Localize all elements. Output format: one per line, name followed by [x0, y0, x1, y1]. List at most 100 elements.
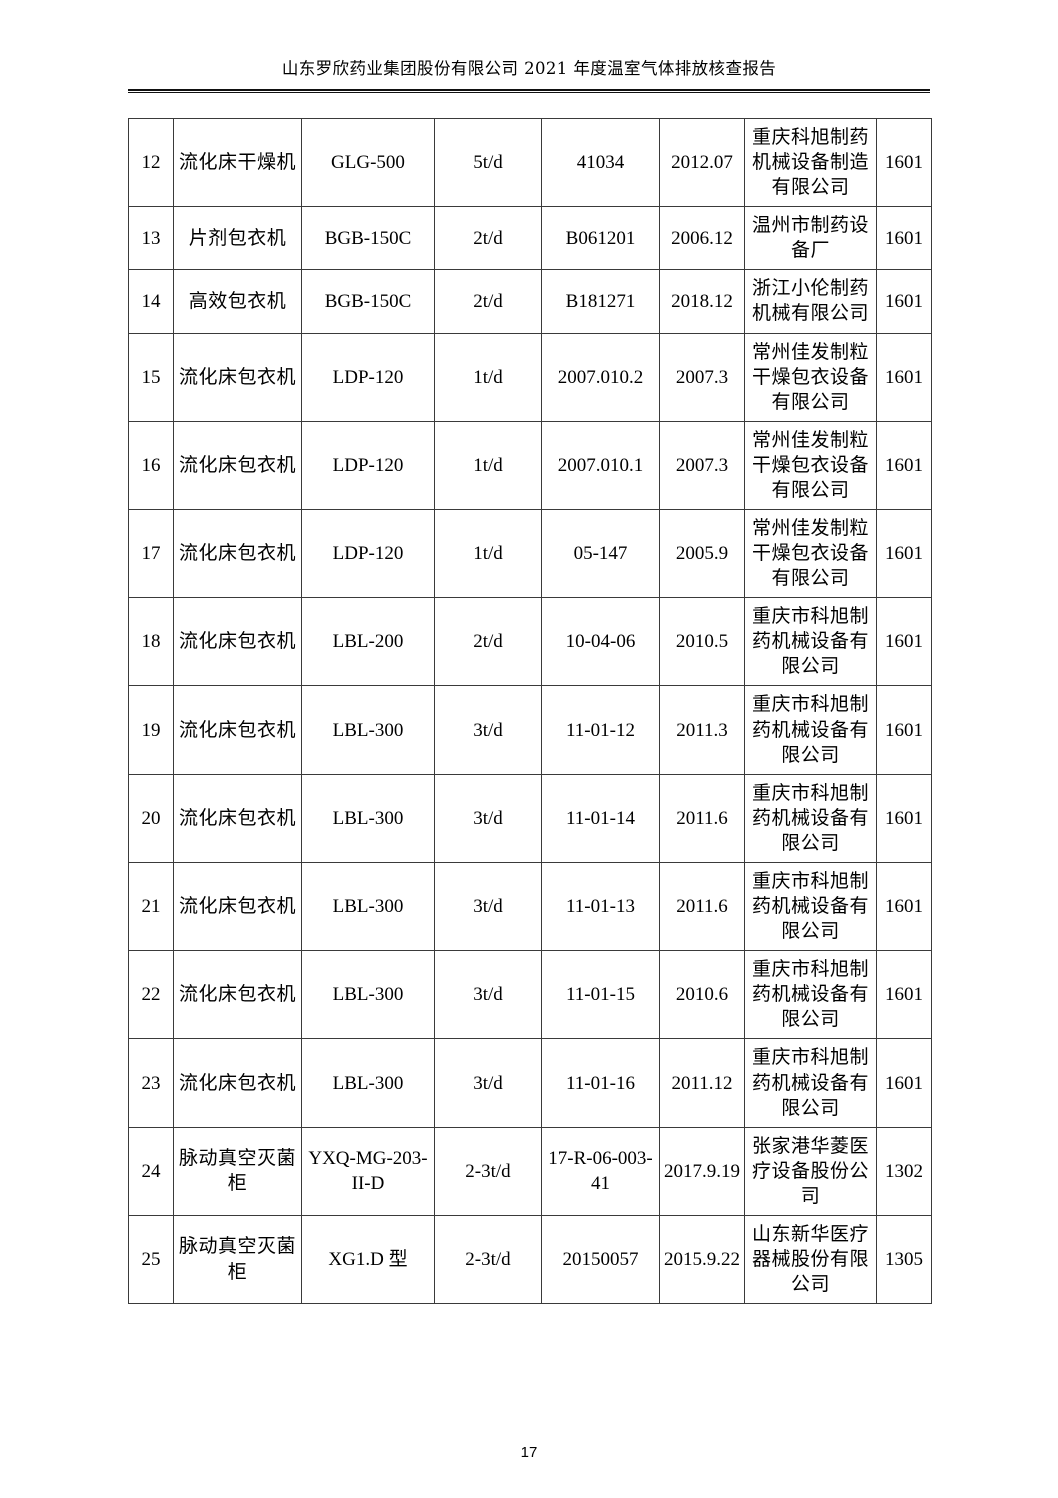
cell-model: LDP-120	[301, 420, 435, 511]
cell-serial: 20150057	[541, 1214, 660, 1305]
cell-serial: 2007.010.1	[541, 420, 660, 511]
cell-name: 流化床包衣机	[173, 773, 302, 863]
cell-name: 流化床包衣机	[173, 685, 302, 775]
cell-model: LBL-300	[301, 773, 435, 863]
cell-maker: 常州佳发制粒干燥包衣设备有限公司	[744, 332, 877, 422]
cell-code: 1601	[876, 861, 932, 952]
cell-date: 2005.9	[659, 509, 745, 599]
cell-serial: 11-01-12	[541, 685, 660, 775]
cell-date: 2018.12	[659, 269, 745, 334]
cell-code: 1601	[876, 117, 932, 208]
page-number: 17	[520, 1444, 538, 1461]
cell-date: 2011.3	[659, 685, 745, 775]
cell-serial: B181271	[541, 269, 660, 334]
cell-no: 13	[128, 206, 174, 271]
cell-name: 流化床包衣机	[173, 861, 302, 952]
cell-maker: 重庆市科旭制药机械设备有限公司	[744, 597, 877, 687]
cell-name: 流化床包衣机	[173, 597, 302, 687]
cell-maker: 重庆市科旭制药机械设备有限公司	[744, 1038, 877, 1128]
cell-name: 流化床包衣机	[173, 509, 302, 599]
cell-no: 24	[128, 1126, 174, 1216]
cell-cap: 3t/d	[434, 950, 542, 1040]
table-row: 16 流化床包衣机 LDP-120 1t/d 2007.010.1 2007.3 常州佳发制…	[128, 420, 932, 511]
equipment-table-body: 12 流化床干燥机 GLG-500 5t/d 41034 2012.07 重庆科旭制药机械设…	[128, 117, 932, 1305]
cell-maker: 重庆市科旭制药机械设备有限公司	[744, 950, 877, 1040]
cell-code: 1601	[876, 206, 932, 271]
cell-name: 片剂包衣机	[173, 206, 302, 271]
table-row: 18 流化床包衣机 LBL-200 2t/d 10-04-06 2010.5 重庆市科旭制药…	[128, 597, 932, 687]
cell-cap: 2t/d	[434, 206, 542, 271]
cell-maker: 浙江小伦制药机械有限公司	[744, 269, 877, 334]
cell-name: 流化床包衣机	[173, 420, 302, 511]
cell-cap: 2t/d	[434, 597, 542, 687]
cell-serial: 05-147	[541, 509, 660, 599]
cell-cap: 2-3t/d	[434, 1126, 542, 1216]
cell-no: 22	[128, 950, 174, 1040]
equipment-table: 12 流化床干燥机 GLG-500 5t/d 41034 2012.07 重庆科旭制药机械设…	[128, 117, 932, 1305]
cell-model: YXQ-MG-203-II-D	[301, 1126, 435, 1216]
cell-no: 16	[128, 420, 174, 511]
table-row: 22 流化床包衣机 LBL-300 3t/d 11-01-15 2010.6 重庆市科旭制药…	[128, 950, 932, 1040]
cell-no: 17	[128, 509, 174, 599]
cell-no: 14	[128, 269, 174, 334]
cell-cap: 3t/d	[434, 685, 542, 775]
cell-serial: 11-01-15	[541, 950, 660, 1040]
cell-code: 1601	[876, 1038, 932, 1128]
cell-name: 流化床包衣机	[173, 332, 302, 422]
cell-model: LDP-120	[301, 509, 435, 599]
cell-serial: 11-01-13	[541, 861, 660, 952]
cell-maker: 温州市制药设备厂	[744, 206, 877, 271]
cell-cap: 3t/d	[434, 773, 542, 863]
cell-model: BGB-150C	[301, 269, 435, 334]
cell-cap: 2-3t/d	[434, 1214, 542, 1305]
cell-cap: 3t/d	[434, 1038, 542, 1128]
cell-serial: 11-01-14	[541, 773, 660, 863]
cell-maker: 重庆科旭制药机械设备制造有限公司	[744, 117, 877, 208]
cell-date: 2011.6	[659, 861, 745, 952]
cell-code: 1601	[876, 773, 932, 863]
cell-no: 12	[128, 117, 174, 208]
cell-code: 1601	[876, 950, 932, 1040]
cell-no: 19	[128, 685, 174, 775]
cell-model: BGB-150C	[301, 206, 435, 271]
cell-name: 脉动真空灭菌柜	[173, 1126, 302, 1216]
cell-date: 2011.12	[659, 1038, 745, 1128]
cell-code: 1601	[876, 509, 932, 599]
cell-model: GLG-500	[301, 117, 435, 208]
cell-serial: 2007.010.2	[541, 332, 660, 422]
cell-code: 1302	[876, 1126, 932, 1216]
cell-code: 1601	[876, 332, 932, 422]
cell-serial: B061201	[541, 206, 660, 271]
cell-cap: 1t/d	[434, 509, 542, 599]
cell-date: 2011.6	[659, 773, 745, 863]
cell-code: 1601	[876, 269, 932, 334]
table-row: 20 流化床包衣机 LBL-300 3t/d 11-01-14 2011.6 重庆市科旭制药…	[128, 773, 932, 863]
cell-date: 2017.9.19	[659, 1126, 745, 1216]
cell-name: 流化床包衣机	[173, 950, 302, 1040]
cell-date: 2010.6	[659, 950, 745, 1040]
running-header-text: 山东罗欣药业集团股份有限公司 2021 年度温室气体排放核查报告	[281, 59, 777, 78]
table-row: 12 流化床干燥机 GLG-500 5t/d 41034 2012.07 重庆科旭制药机械设…	[128, 117, 932, 208]
cell-name: 流化床干燥机	[173, 117, 302, 208]
cell-code: 1601	[876, 597, 932, 687]
cell-model: LBL-300	[301, 950, 435, 1040]
cell-model: LBL-300	[301, 861, 435, 952]
cell-date: 2015.9.22	[659, 1214, 745, 1305]
cell-date: 2012.07	[659, 117, 745, 208]
cell-serial: 11-01-16	[541, 1038, 660, 1128]
table-row: 25 脉动真空灭菌柜 XG1.D 型 2-3t/d 20150057 2015.9.22 山…	[128, 1214, 932, 1305]
cell-no: 23	[128, 1038, 174, 1128]
cell-model: XG1.D 型	[301, 1214, 435, 1305]
cell-model: LBL-300	[301, 685, 435, 775]
cell-date: 2010.5	[659, 597, 745, 687]
cell-no: 21	[128, 861, 174, 952]
cell-serial: 10-04-06	[541, 597, 660, 687]
cell-maker: 常州佳发制粒干燥包衣设备有限公司	[744, 420, 877, 511]
cell-maker: 常州佳发制粒干燥包衣设备有限公司	[744, 509, 877, 599]
cell-maker: 重庆市科旭制药机械设备有限公司	[744, 773, 877, 863]
cell-name: 脉动真空灭菌柜	[173, 1214, 302, 1305]
table-row: 13 片剂包衣机 BGB-150C 2t/d B061201 2006.12 温州市制药设备…	[128, 206, 932, 271]
cell-maker: 山东新华医疗器械股份有限公司	[744, 1214, 877, 1305]
table-row: 24 脉动真空灭菌柜 YXQ-MG-203-II-D 2-3t/d 17-R-06-00…	[128, 1126, 932, 1216]
